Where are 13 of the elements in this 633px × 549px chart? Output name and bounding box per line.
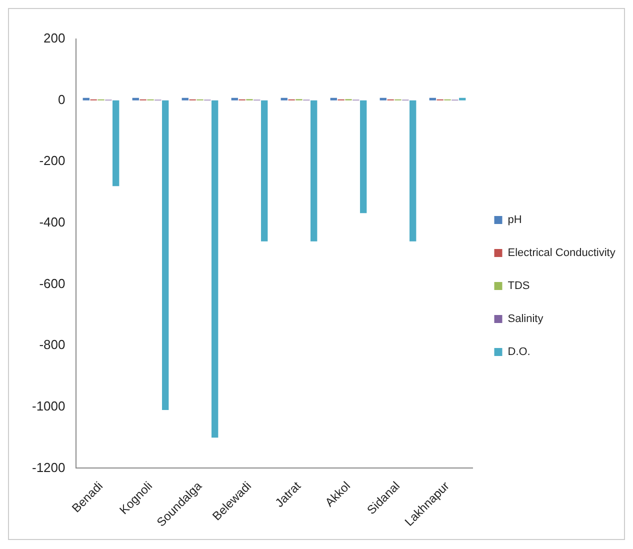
y-tick-label: -200 xyxy=(39,153,66,168)
y-tick-label: 200 xyxy=(44,30,66,46)
legend-label: Salinity xyxy=(508,313,544,326)
legend-label: D.O. xyxy=(508,346,530,358)
y-tick-label: -1000 xyxy=(32,398,66,414)
legend-label: pH xyxy=(508,214,522,226)
legend-label: Electrical Conductivity xyxy=(508,247,616,260)
y-tick-label: -800 xyxy=(39,337,66,352)
y-tick-label: -1200 xyxy=(32,460,66,475)
y-tick-label: -400 xyxy=(39,214,66,230)
y-tick-label: -600 xyxy=(39,276,66,291)
y-tick-label: 0 xyxy=(58,92,66,107)
legend-label: TDS xyxy=(508,280,530,292)
